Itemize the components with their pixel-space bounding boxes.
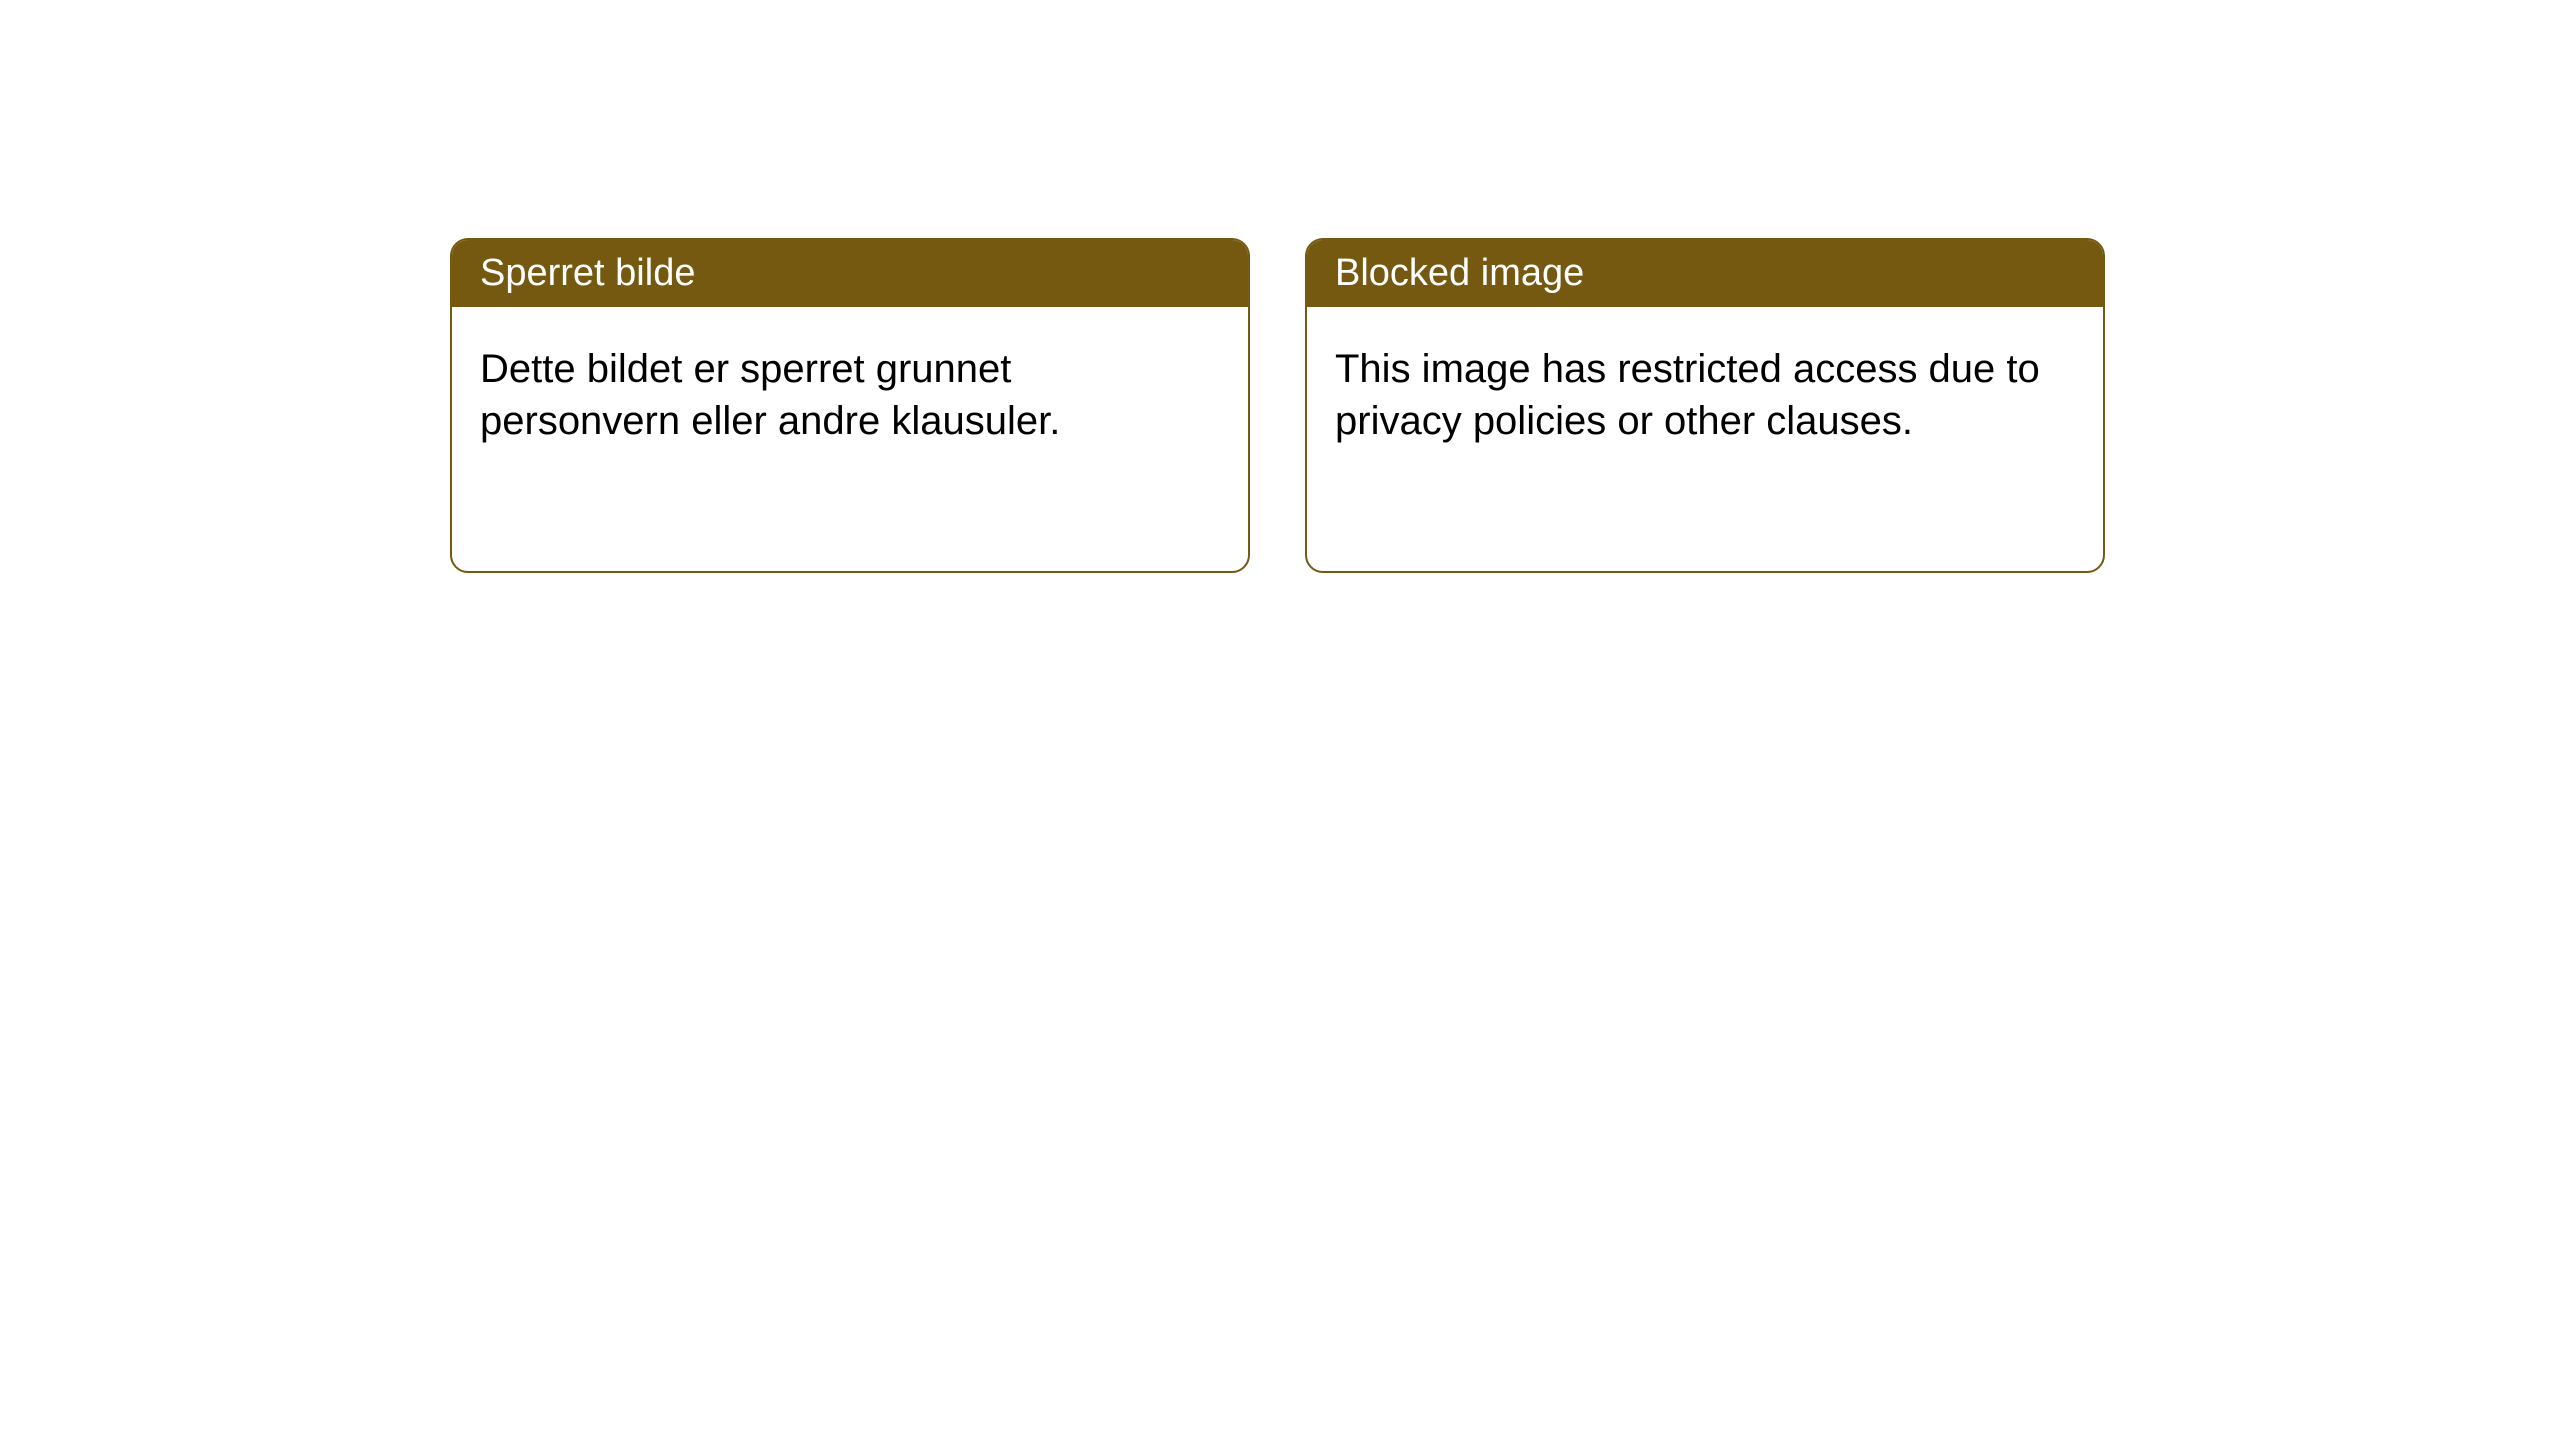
notice-title-norwegian: Sperret bilde bbox=[452, 240, 1248, 307]
notice-body-norwegian: Dette bildet er sperret grunnet personve… bbox=[452, 307, 1248, 483]
notice-card-english: Blocked image This image has restricted … bbox=[1305, 238, 2105, 573]
notice-body-english: This image has restricted access due to … bbox=[1307, 307, 2103, 483]
notice-card-norwegian: Sperret bilde Dette bildet er sperret gr… bbox=[450, 238, 1250, 573]
notice-title-english: Blocked image bbox=[1307, 240, 2103, 307]
notice-container: Sperret bilde Dette bildet er sperret gr… bbox=[450, 238, 2105, 573]
